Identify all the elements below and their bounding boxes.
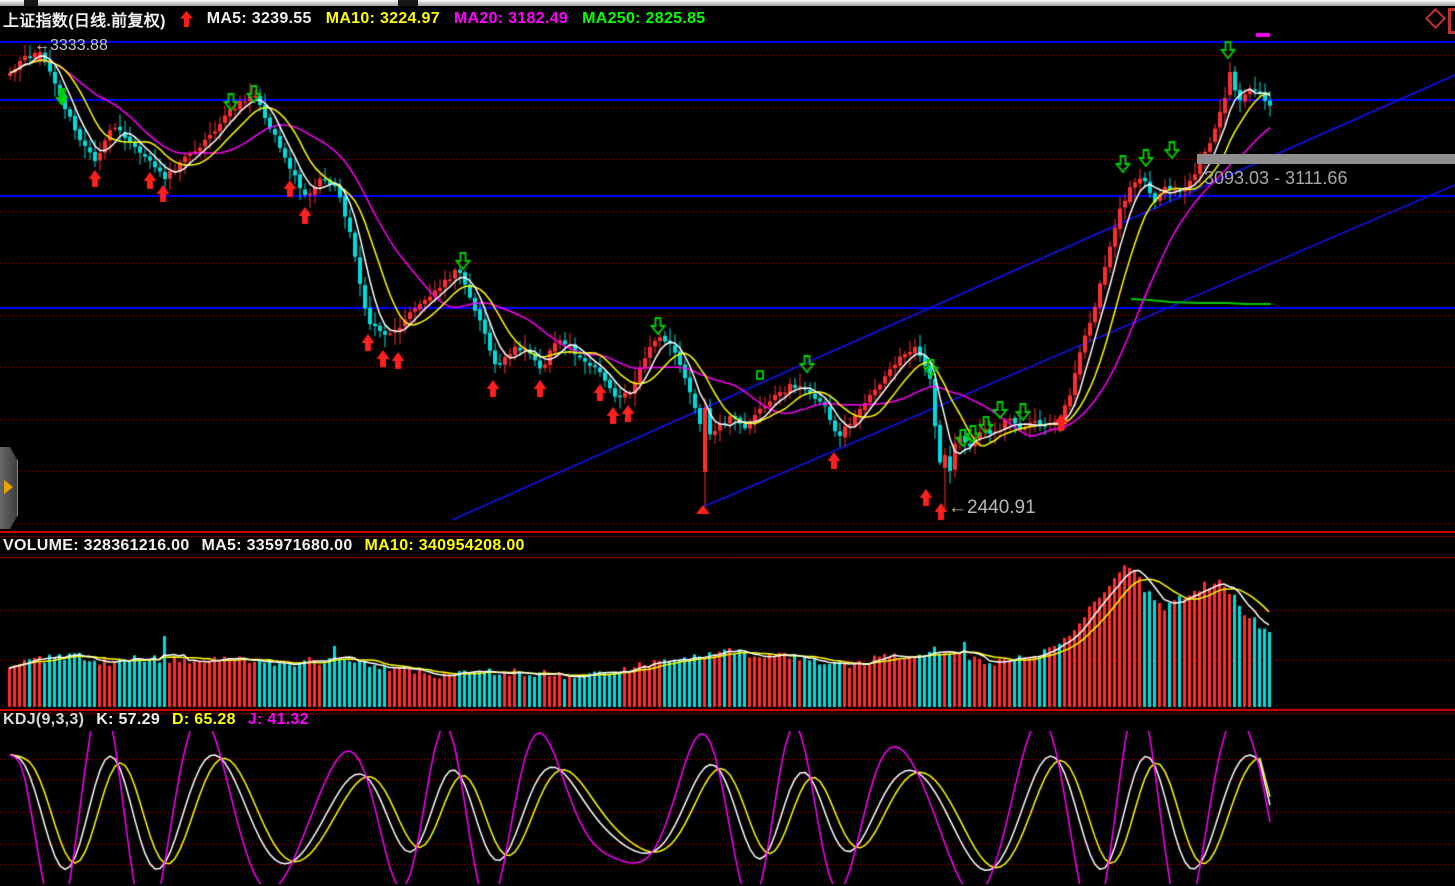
kdj-name: KDJ(9,3,3) <box>3 711 85 728</box>
volume-pane-header: VOLUME: 328361216.00 MA5: 335971680.00 M… <box>3 537 525 555</box>
ma20-value: MA20: 3182.49 <box>453 10 569 27</box>
low-price-label: ←2440.91 <box>948 497 1036 518</box>
ma250-value: MA250: 2825.85 <box>582 10 706 27</box>
kdj-j-value: J: 41.32 <box>247 711 309 728</box>
sidebar-expand-handle[interactable] <box>0 447 18 529</box>
top-edge-notch <box>398 0 418 6</box>
kdj-k-value: K: 57.29 <box>96 711 161 728</box>
price-range-label: 3093.03 - 3111.66 <box>1204 168 1348 188</box>
kdj-d-value: D: 65.28 <box>172 711 236 728</box>
volume-ma10-value: MA10: 340954208.00 <box>364 537 525 554</box>
volume-ma5-value: MA5: 335971680.00 <box>201 537 353 554</box>
high-price-label: ←3333.88 <box>34 37 108 54</box>
window-corner-icon[interactable] <box>1448 8 1455 34</box>
window-top-edge <box>0 0 1455 6</box>
top-edge-notch <box>24 0 38 6</box>
ma10-value: MA10: 3224.97 <box>325 10 440 27</box>
kdj-pane-header: KDJ(9,3,3) K: 57.29 D: 65.28 J: 41.32 <box>3 711 309 729</box>
expand-arrow-icon <box>4 480 13 494</box>
volume-value: VOLUME: 328361216.00 <box>3 537 190 554</box>
ma5-value: MA5: 3239.55 <box>206 10 312 27</box>
price-range-highlight-bar <box>1197 154 1455 164</box>
price-pane-header: 上证指数(日线.前复权) MA5: 3239.55 MA10: 3224.97 … <box>3 7 706 31</box>
up-arrow-icon <box>179 11 193 27</box>
page-title: 上证指数(日线.前复权) <box>3 13 166 30</box>
